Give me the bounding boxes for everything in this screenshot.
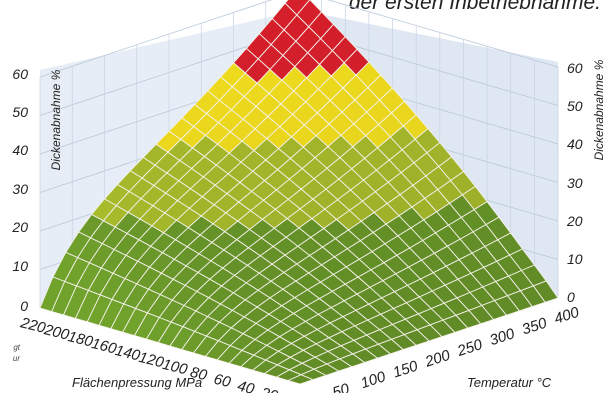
side-text-line-2: ur: [12, 354, 20, 363]
pressure-tick-label: 200: [42, 321, 72, 344]
temperature-tick-label: 150: [391, 357, 421, 381]
temperature-tick-label: 50: [330, 380, 352, 393]
z-tick-right-10: 10: [567, 251, 583, 267]
pressure-tick-label: 120: [137, 349, 166, 372]
pressure-tick-label: 100: [161, 356, 190, 379]
z-axis-label-right: Dickenabnahme %: [592, 59, 606, 160]
pressure-tick-label: 40: [236, 378, 257, 393]
pressure-tick-label: 60: [212, 371, 233, 392]
z-axis-label-left: Dickenabnahme %: [49, 69, 63, 170]
z-tick-right-60: 60: [567, 60, 583, 76]
temperature-tick-label: 300: [488, 325, 518, 349]
side-text-line-1: gt: [13, 343, 20, 352]
pressure-ticks: 220200180160140120100806040200: [18, 314, 300, 393]
z-tick-right-20: 20: [566, 213, 583, 229]
x-axis-label: Flächenpressung MPa: [72, 375, 202, 390]
temperature-tick-label: 350: [520, 314, 550, 338]
z-axis-left: 0 10 20 30 40 50 60 Dickenabnahme %: [11, 66, 63, 314]
z-tick-left-0: 0: [20, 298, 28, 314]
z-tick-left-60: 60: [12, 66, 28, 82]
grid-line-z-60: [39, 0, 559, 78]
surface-cell-439: [286, 374, 315, 385]
pressure-tick-label: 80: [188, 364, 209, 385]
pressure-tick-label: 20: [258, 384, 280, 393]
z-tick-left-50: 50: [12, 104, 28, 120]
z-tick-right-50: 50: [567, 98, 583, 114]
z-tick-left-30: 30: [12, 181, 28, 197]
temperature-tick-label: 200: [422, 347, 453, 371]
z-axis-right: 0 10 20 30 40 50 60 Dickenabnahme %: [566, 59, 606, 305]
surface-mesh: [39, 0, 559, 385]
z-tick-left-10: 10: [12, 258, 28, 274]
pressure-tick-label: 140: [113, 342, 142, 365]
z-tick-left-20: 20: [11, 219, 28, 235]
y-axis-label: Temperatur °C: [467, 375, 552, 390]
pressure-tick-label: 160: [90, 335, 119, 358]
side-text-fragment: gt ur: [0, 342, 20, 364]
z-tick-left-40: 40: [12, 142, 28, 158]
z-tick-right-40: 40: [567, 136, 583, 152]
temperature-tick-label: 250: [454, 336, 485, 360]
pressure-tick-label: 180: [66, 328, 95, 351]
temperature-tick-label: 100: [359, 368, 389, 392]
z-tick-right-30: 30: [567, 175, 583, 191]
pressure-tick-label: 220: [18, 314, 48, 337]
temperature-tick-label: 400: [552, 304, 582, 328]
header-text-fragment: der ersten Inbetriebnahme.: [348, 0, 601, 14]
z-tick-right-0: 0: [567, 289, 575, 305]
